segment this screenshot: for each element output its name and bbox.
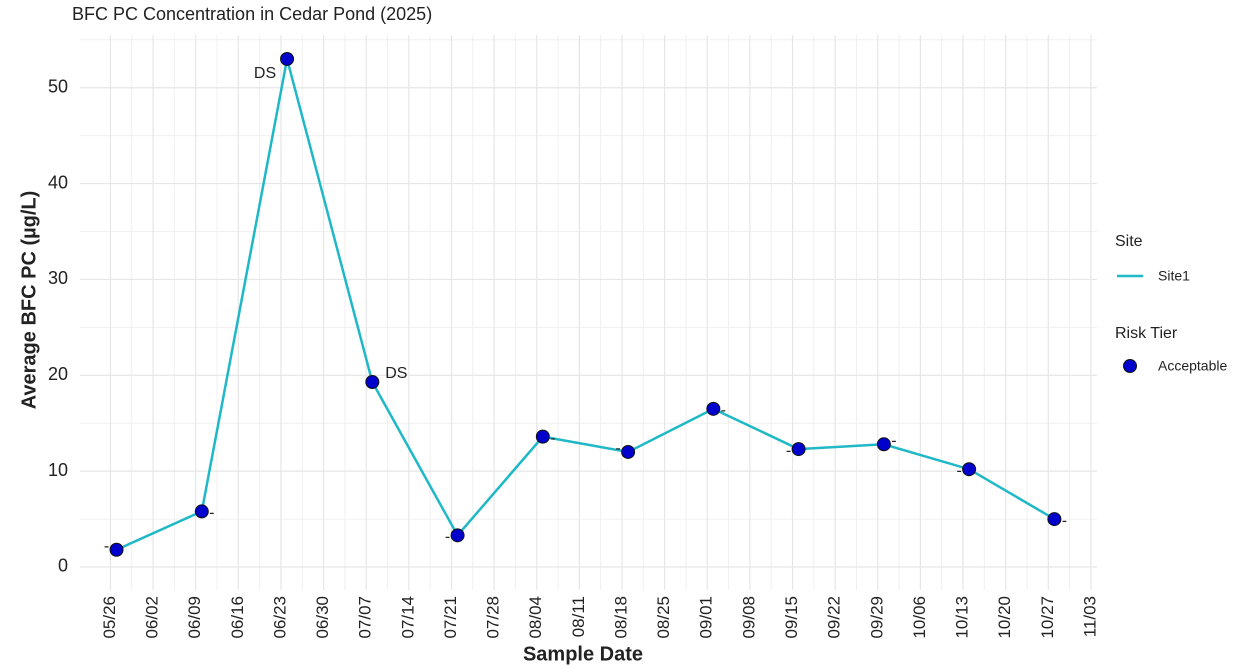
point	[706, 401, 721, 416]
x-tick-label: 09/01	[697, 596, 716, 639]
point-label: DS	[385, 365, 407, 382]
point-label: -	[721, 402, 726, 419]
chart-title: BFC PC Concentration in Cedar Pond (2025…	[72, 4, 432, 24]
point-label: -	[615, 440, 620, 457]
y-tick-label: 50	[48, 76, 68, 96]
x-tick-label: 10/13	[953, 596, 972, 639]
x-tick-label: 06/02	[143, 596, 162, 639]
y-tick-label: 0	[58, 556, 68, 576]
x-tick-label: 07/07	[356, 596, 375, 639]
x-tick-label: 06/23	[270, 596, 289, 639]
x-tick-label: 08/18	[611, 596, 630, 639]
line	[116, 58, 1056, 551]
x-tick-label: 05/26	[100, 596, 119, 639]
point-label: -	[209, 505, 214, 522]
x-tick-label: 06/16	[228, 596, 247, 639]
legend-title: Site	[1115, 233, 1143, 250]
x-tick-label: 10/06	[910, 596, 929, 639]
legend-label: Acceptable	[1158, 358, 1227, 374]
point-label: -	[550, 430, 555, 447]
legend-title: Risk Tier	[1115, 325, 1178, 342]
point	[1047, 512, 1062, 527]
x-tick-label: 06/30	[313, 596, 332, 639]
point-label: -	[786, 442, 791, 459]
point	[535, 429, 550, 444]
point	[280, 51, 295, 66]
point	[791, 442, 806, 457]
point	[621, 444, 636, 459]
y-tick-label: 20	[48, 364, 68, 384]
y-tick-label: 30	[48, 268, 68, 288]
x-tick-label: 08/11	[569, 596, 588, 637]
x-tick-label: 09/22	[825, 596, 844, 639]
y-tick-label: 10	[48, 460, 68, 480]
point	[962, 462, 977, 477]
x-tick-label: 07/21	[441, 596, 460, 639]
point	[194, 504, 209, 519]
point	[109, 542, 124, 557]
point	[876, 437, 891, 452]
point-label: -	[104, 538, 109, 555]
x-tick-label: 08/25	[654, 596, 673, 639]
point-label: -	[445, 529, 450, 546]
grid	[80, 35, 1097, 590]
x-tick-label: 10/27	[1038, 596, 1057, 639]
x-tick-label: 07/14	[398, 596, 417, 639]
y-axis-label: Average BFC PC (µg/L)	[18, 191, 40, 410]
x-tick-label: 08/04	[526, 596, 545, 639]
point-label: -	[956, 462, 961, 479]
point	[450, 528, 465, 543]
point-label: -	[1062, 512, 1067, 529]
x-tick-label: 10/20	[995, 596, 1014, 639]
legend-point	[1123, 359, 1137, 373]
x-tick-label: 11/03	[1080, 596, 1099, 637]
point-label: DS	[254, 65, 276, 82]
point	[365, 374, 380, 389]
x-tick-label: 06/09	[185, 596, 204, 639]
x-tick-label: 09/08	[739, 596, 758, 639]
legend-label: Site1	[1158, 268, 1190, 284]
x-tick-label: 09/29	[867, 596, 886, 639]
point-label: -	[891, 433, 896, 450]
y-tick-label: 40	[48, 172, 68, 192]
x-axis-label: Sample Date	[523, 643, 643, 665]
x-tick-label: 07/28	[484, 596, 503, 639]
x-tick-label: 09/15	[782, 596, 801, 639]
